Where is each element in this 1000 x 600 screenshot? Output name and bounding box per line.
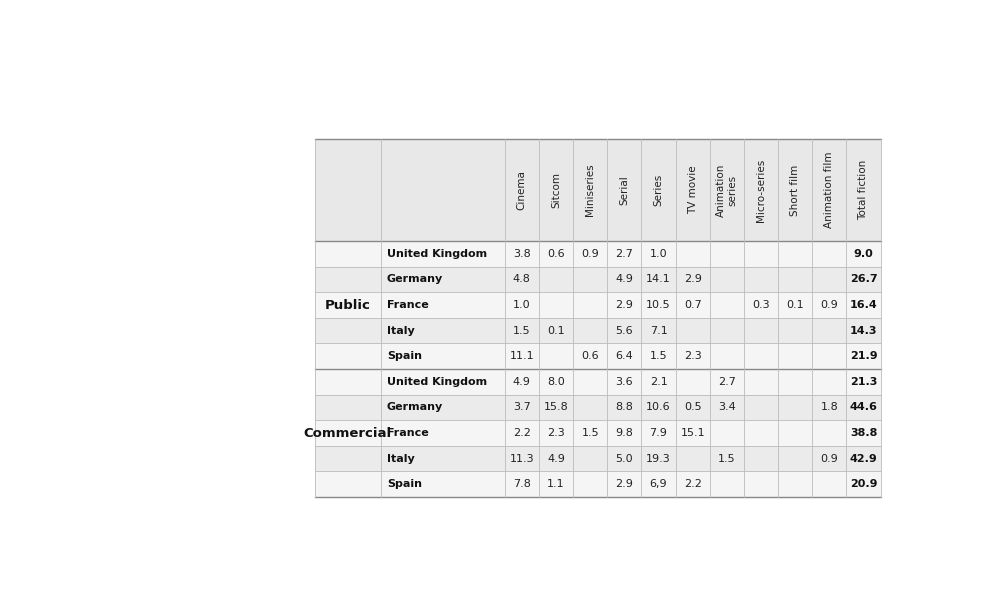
Text: 0.3: 0.3 (752, 300, 770, 310)
Text: 8.0: 8.0 (547, 377, 565, 387)
Text: 1.0: 1.0 (650, 249, 667, 259)
Text: 1.5: 1.5 (650, 351, 667, 361)
Text: 4.9: 4.9 (615, 274, 633, 284)
Text: 5.0: 5.0 (616, 454, 633, 464)
Text: 1.0: 1.0 (513, 300, 531, 310)
Text: 7.8: 7.8 (513, 479, 531, 489)
Text: Cinema: Cinema (517, 170, 527, 210)
Bar (315, 446, 881, 472)
Text: 3.4: 3.4 (718, 403, 736, 412)
Text: Germany: Germany (387, 274, 443, 284)
Text: 14.3: 14.3 (850, 326, 877, 335)
Text: 6,9: 6,9 (650, 479, 667, 489)
Text: 7.9: 7.9 (650, 428, 667, 438)
Text: 10.6: 10.6 (646, 403, 671, 412)
Text: United Kingdom: United Kingdom (387, 377, 487, 387)
Text: Spain: Spain (387, 351, 422, 361)
Text: Animation film: Animation film (824, 152, 834, 228)
Text: United Kingdom: United Kingdom (387, 249, 487, 259)
Text: 2.9: 2.9 (615, 300, 633, 310)
Text: 10.5: 10.5 (646, 300, 671, 310)
Bar (315, 266, 881, 292)
Bar (315, 369, 881, 395)
Text: 0.9: 0.9 (820, 454, 838, 464)
Text: 2.7: 2.7 (615, 249, 633, 259)
Text: 0.1: 0.1 (547, 326, 565, 335)
Text: 1.5: 1.5 (513, 326, 531, 335)
Text: 15.1: 15.1 (680, 428, 705, 438)
Text: 2.3: 2.3 (684, 351, 702, 361)
Text: Animation
series: Animation series (716, 163, 738, 217)
Text: 0.9: 0.9 (581, 249, 599, 259)
Text: 2.9: 2.9 (684, 274, 702, 284)
Text: 9.0: 9.0 (854, 249, 873, 259)
Text: 6.4: 6.4 (615, 351, 633, 361)
Bar (315, 472, 881, 497)
Text: Italy: Italy (387, 326, 415, 335)
Text: 21.3: 21.3 (850, 377, 877, 387)
Text: Miniseries: Miniseries (585, 164, 595, 217)
Text: Germany: Germany (387, 403, 443, 412)
Bar (315, 395, 881, 420)
Bar (315, 318, 881, 343)
Text: 1.1: 1.1 (547, 479, 565, 489)
Text: 42.9: 42.9 (850, 454, 877, 464)
Text: 14.1: 14.1 (646, 274, 671, 284)
Text: Serial: Serial (619, 175, 629, 205)
Text: TV movie: TV movie (688, 166, 698, 214)
Text: Commercial: Commercial (304, 427, 392, 440)
Text: 2.9: 2.9 (615, 479, 633, 489)
Text: 5.6: 5.6 (616, 326, 633, 335)
Text: France: France (387, 428, 429, 438)
Text: 16.4: 16.4 (850, 300, 877, 310)
Text: 2.7: 2.7 (718, 377, 736, 387)
Text: Public: Public (325, 299, 371, 311)
Text: 26.7: 26.7 (850, 274, 877, 284)
Text: Spain: Spain (387, 479, 422, 489)
Text: 1.5: 1.5 (718, 454, 736, 464)
Text: 20.9: 20.9 (850, 479, 877, 489)
Bar (315, 241, 881, 266)
Text: 8.8: 8.8 (615, 403, 633, 412)
Bar (315, 343, 881, 369)
Text: 0.1: 0.1 (786, 300, 804, 310)
Text: 9.8: 9.8 (615, 428, 633, 438)
Text: 0.7: 0.7 (684, 300, 702, 310)
Text: 38.8: 38.8 (850, 428, 877, 438)
Text: 0.9: 0.9 (820, 300, 838, 310)
Bar (315, 420, 881, 446)
Text: 19.3: 19.3 (646, 454, 671, 464)
Text: 4.8: 4.8 (513, 274, 531, 284)
Bar (315, 139, 881, 241)
Text: 2.2: 2.2 (513, 428, 531, 438)
Text: Series: Series (654, 174, 664, 206)
Text: 1.8: 1.8 (820, 403, 838, 412)
Text: 4.9: 4.9 (547, 454, 565, 464)
Text: Italy: Italy (387, 454, 415, 464)
Text: 21.9: 21.9 (850, 351, 877, 361)
Text: 7.1: 7.1 (650, 326, 667, 335)
Text: Total fiction: Total fiction (859, 160, 869, 220)
Bar (315, 292, 881, 318)
Text: 0.5: 0.5 (684, 403, 702, 412)
Text: 44.6: 44.6 (850, 403, 877, 412)
Text: 2.2: 2.2 (684, 479, 702, 489)
Text: Micro-series: Micro-series (756, 158, 766, 221)
Text: 3.7: 3.7 (513, 403, 531, 412)
Text: 0.6: 0.6 (547, 249, 565, 259)
Text: 1.5: 1.5 (581, 428, 599, 438)
Text: France: France (387, 300, 429, 310)
Text: 3.6: 3.6 (616, 377, 633, 387)
Text: 11.1: 11.1 (510, 351, 534, 361)
Text: Sitcom: Sitcom (551, 172, 561, 208)
Text: 11.3: 11.3 (510, 454, 534, 464)
Text: 3.8: 3.8 (513, 249, 531, 259)
Text: 2.1: 2.1 (650, 377, 667, 387)
Text: 4.9: 4.9 (513, 377, 531, 387)
Text: 2.3: 2.3 (547, 428, 565, 438)
Text: 0.6: 0.6 (581, 351, 599, 361)
Text: Short film: Short film (790, 164, 800, 215)
Text: 15.8: 15.8 (544, 403, 568, 412)
